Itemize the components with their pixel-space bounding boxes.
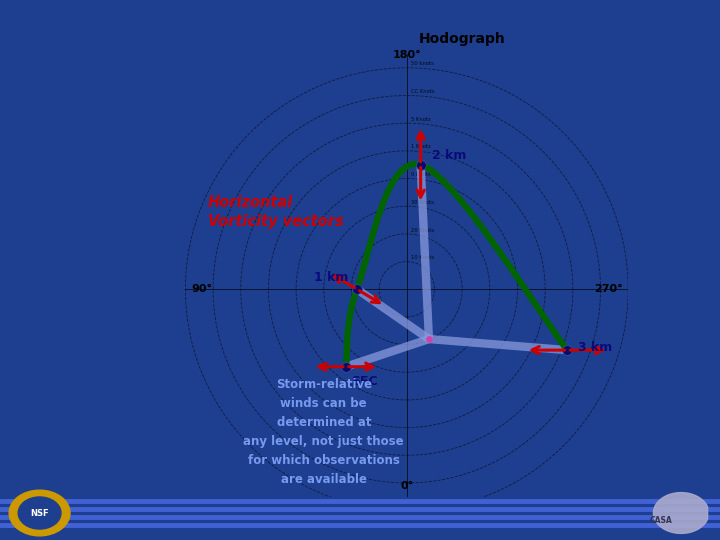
Text: Hodograph: Hodograph	[419, 32, 505, 46]
Text: 5 Knots: 5 Knots	[411, 117, 431, 122]
Text: 2 km: 2 km	[432, 149, 466, 162]
Text: 20 Knots: 20 Knots	[411, 227, 434, 233]
Text: 3 km: 3 km	[578, 341, 613, 354]
Text: SFC: SFC	[351, 375, 378, 388]
Text: 180°: 180°	[392, 50, 421, 59]
Text: Storm-relative
winds can be
determined at
any level, not just those
for which ob: Storm-relative winds can be determined a…	[243, 378, 404, 486]
Text: 30 Knots: 30 Knots	[411, 200, 434, 205]
Text: CC Knots: CC Knots	[411, 89, 435, 94]
Circle shape	[9, 490, 70, 536]
Text: 10 Knots: 10 Knots	[411, 255, 434, 260]
Text: 1 Knots: 1 Knots	[411, 145, 431, 150]
Text: CASA: CASA	[650, 516, 672, 525]
Circle shape	[18, 497, 61, 529]
Text: 0 Knots: 0 Knots	[411, 172, 431, 177]
Text: 50 knots: 50 knots	[411, 62, 434, 66]
Text: 90°: 90°	[191, 284, 212, 294]
Text: 1 km: 1 km	[315, 271, 348, 284]
Polygon shape	[654, 492, 708, 534]
Text: 0°: 0°	[400, 481, 413, 491]
Text: Horizontal
Vorticity vectors: Horizontal Vorticity vectors	[207, 195, 343, 228]
Text: 270°: 270°	[594, 284, 623, 294]
Text: NSF: NSF	[30, 509, 49, 518]
